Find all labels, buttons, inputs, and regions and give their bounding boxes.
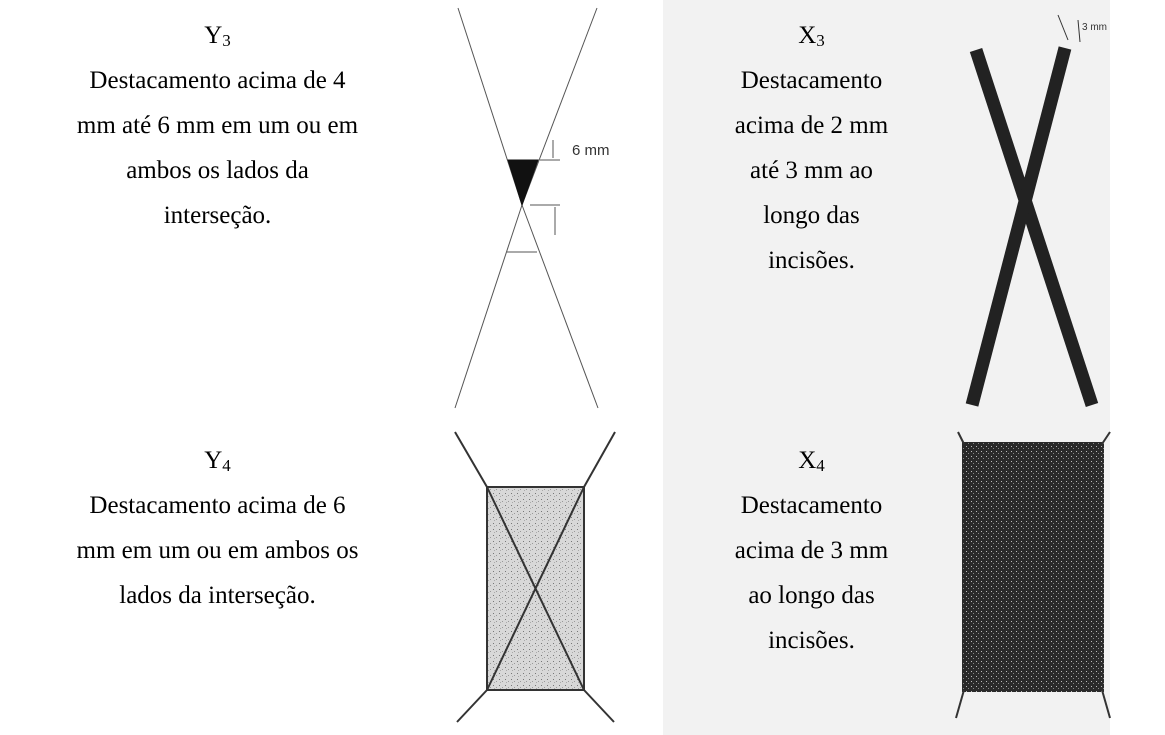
text-line: interseção.: [163, 202, 272, 229]
code: X4: [663, 438, 960, 483]
text-line: acima de 2 mm: [734, 112, 889, 139]
text-line: incisões.: [768, 627, 855, 654]
dimension-label: 3 mm: [1082, 22, 1107, 33]
code-sub: 3: [222, 31, 231, 50]
text-line: incisões.: [768, 247, 855, 274]
text-line: mm até 6 mm em um ou em: [76, 112, 359, 139]
text-line: Destacamento: [740, 67, 883, 94]
code: X3: [663, 13, 960, 58]
text-cell: X4 Destacamento acima de 3 mm ao longo d…: [663, 438, 960, 663]
dimension-label: 6 mm: [572, 142, 610, 159]
text-cell: Y4 Destacamento acima de 6 mm em um ou e…: [0, 438, 435, 618]
text-line: longo das: [763, 202, 860, 229]
text-line: acima de 3 mm: [734, 537, 889, 564]
text-cell: Y3 Destacamento acima de 4 mm até 6 mm e…: [0, 13, 435, 238]
text-line: Destacamento: [740, 492, 883, 519]
code: Y3: [0, 13, 435, 58]
figure-y3: [454, 7, 599, 409]
code-letter: Y: [204, 22, 223, 49]
text-line: ao longo das: [748, 582, 875, 609]
text-line: ambos os lados da: [126, 157, 309, 184]
code: Y4: [0, 438, 435, 483]
code-sub: 4: [222, 456, 231, 475]
text-cell: X3 Destacamento acima de 2 mm até 3 mm a…: [663, 13, 960, 283]
code-letter: Y: [204, 447, 223, 474]
text-line: Destacamento acima de 4: [89, 67, 346, 94]
figure-y4: [454, 431, 616, 723]
figure-x3: [965, 14, 1099, 408]
text-line: Destacamento acima de 6: [89, 492, 346, 519]
figure-x4: [955, 431, 1111, 719]
text-line: lados da interseção.: [119, 582, 316, 609]
code-sub: 4: [816, 456, 825, 475]
code-letter: X: [798, 447, 817, 474]
code-sub: 3: [816, 31, 825, 50]
code-letter: X: [798, 22, 817, 49]
text-line: até 3 mm ao: [750, 157, 873, 184]
text-line: mm em um ou em ambos os: [76, 537, 359, 564]
